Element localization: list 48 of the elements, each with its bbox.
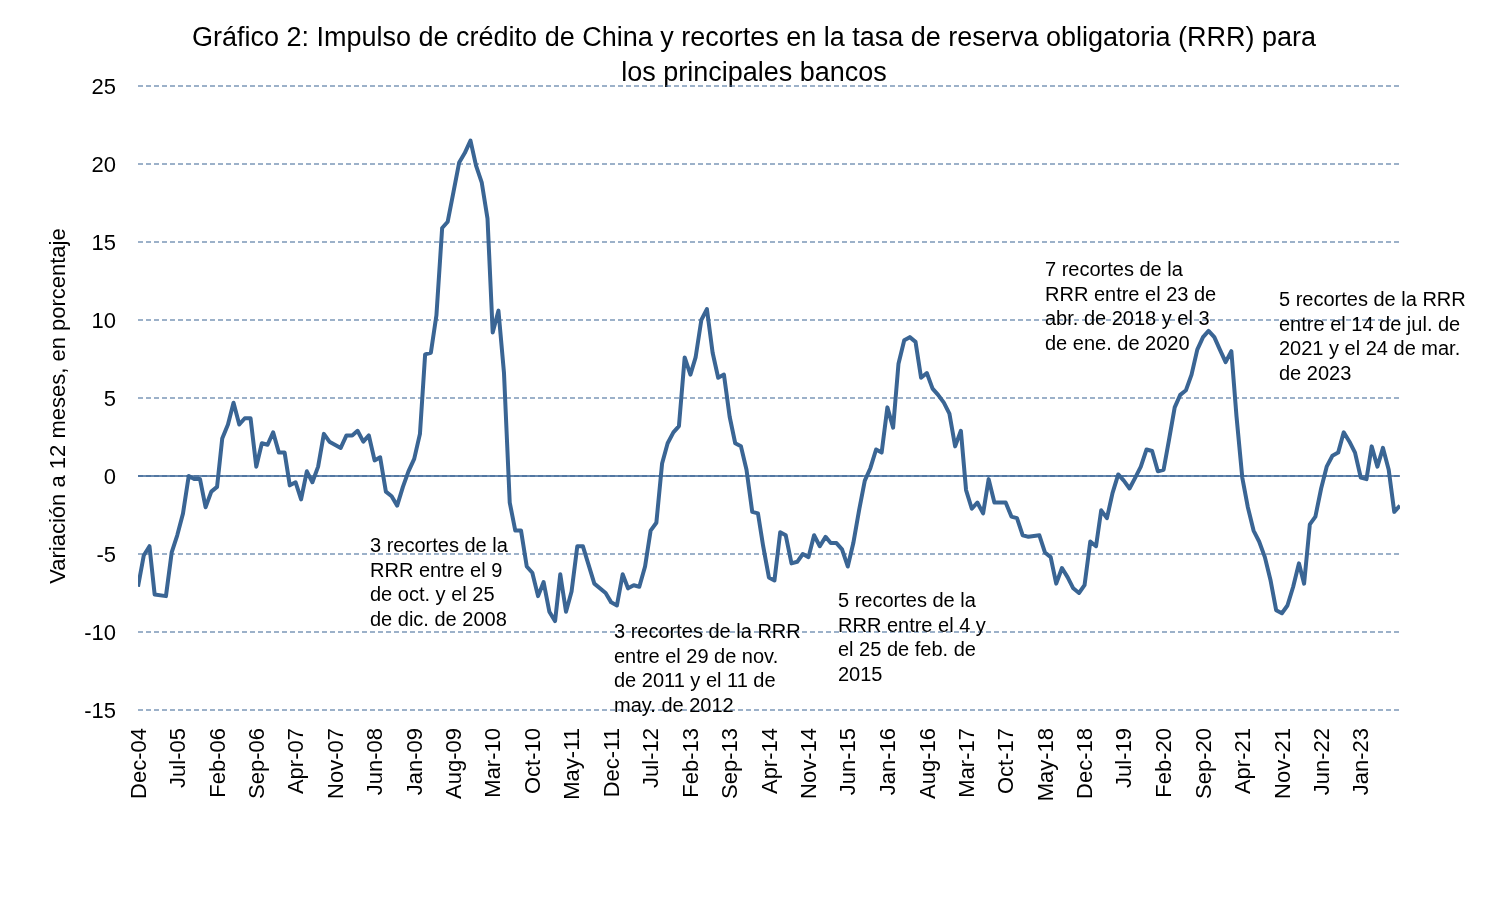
y-tick-label: -10 xyxy=(84,619,116,645)
x-tick-label: Aug-16 xyxy=(914,728,940,799)
x-tick-label: May-11 xyxy=(559,728,585,800)
x-tick-label: Jan-09 xyxy=(401,728,427,796)
y-tick-label: -15 xyxy=(84,697,116,723)
x-tick-label: Nov-14 xyxy=(796,728,822,799)
x-tick-label: Feb-06 xyxy=(204,728,230,798)
x-tick-label: Dec-11 xyxy=(598,728,624,798)
x-tick-label: Sep-06 xyxy=(244,728,269,799)
x-tick-label: Feb-20 xyxy=(1151,728,1177,798)
y-tick-label: 5 xyxy=(103,385,116,411)
x-tick-label: Nov-07 xyxy=(322,728,348,799)
x-tick-label: May-18 xyxy=(1032,728,1058,802)
y-tick-label: 10 xyxy=(91,307,116,333)
y-tick-label: 25 xyxy=(91,73,116,99)
x-tick-label: Nov-21 xyxy=(1269,728,1295,799)
y-tick-label: 20 xyxy=(91,151,116,177)
y-tick-label: -5 xyxy=(96,541,116,567)
annotation: 5 recortes de la RRR entre el 14 de jul. de 2021 y el 24 de mar. de 2023 xyxy=(1279,287,1467,385)
chart-title: Gráfico 2: Impulso de crédito de China y recortes en la tasa de reserva obligatoria (RRR) para los principales bancos xyxy=(190,21,1317,89)
x-tick-label: Sep-13 xyxy=(717,728,743,799)
x-tick-label: Mar-17 xyxy=(953,728,979,798)
x-tick-label: Apr-07 xyxy=(283,728,309,795)
x-tick-label: Jan-16 xyxy=(875,728,901,796)
x-tick-label: Jan-23 xyxy=(1348,728,1374,796)
x-tick-label: Sep-20 xyxy=(1190,728,1216,799)
x-tick-label: Jul-12 xyxy=(638,728,664,788)
x-tick-label: Aug-09 xyxy=(441,728,467,799)
y-axis-title: Variación a 12 meses, en porcentaje xyxy=(45,228,71,584)
y-tick-label: 0 xyxy=(103,463,116,489)
annotation: 7 recortes de la RRR entre el 23 de abr. de 2018 y el 3 de ene. de 2020 xyxy=(1045,257,1218,355)
x-tick-label: Dec-04 xyxy=(125,728,151,799)
x-tick-label: Jul-05 xyxy=(164,728,190,788)
y-tick-label: 15 xyxy=(91,229,116,255)
annotation: 5 recortes de la RRR entre el 4 y el 25 de feb. de 2015 xyxy=(838,588,987,686)
x-tick-label: Dec-18 xyxy=(1072,728,1098,799)
x-tick-label: Jul-19 xyxy=(1111,728,1137,788)
x-tick-label: Oct-10 xyxy=(520,728,546,795)
x-tick-label: Mar-10 xyxy=(480,728,506,798)
annotation: 3 recortes de la RRR entre el 29 de nov. de 2011 y el 11 de may. de 2012 xyxy=(614,619,802,717)
x-tick-label: Apr-21 xyxy=(1229,728,1255,795)
x-tick-label: Jun-15 xyxy=(835,728,861,796)
x-tick-label: Jun-08 xyxy=(362,728,388,796)
x-tick-label: Apr-14 xyxy=(756,728,782,795)
annotation: 3 recortes de la RRR entre el 9 de oct. y el 25 de dic. de 2008 xyxy=(370,533,509,631)
x-tick-label: Feb-13 xyxy=(678,728,704,798)
x-tick-label: Oct-17 xyxy=(993,728,1019,795)
x-tick-label: Jun-22 xyxy=(1308,728,1334,796)
